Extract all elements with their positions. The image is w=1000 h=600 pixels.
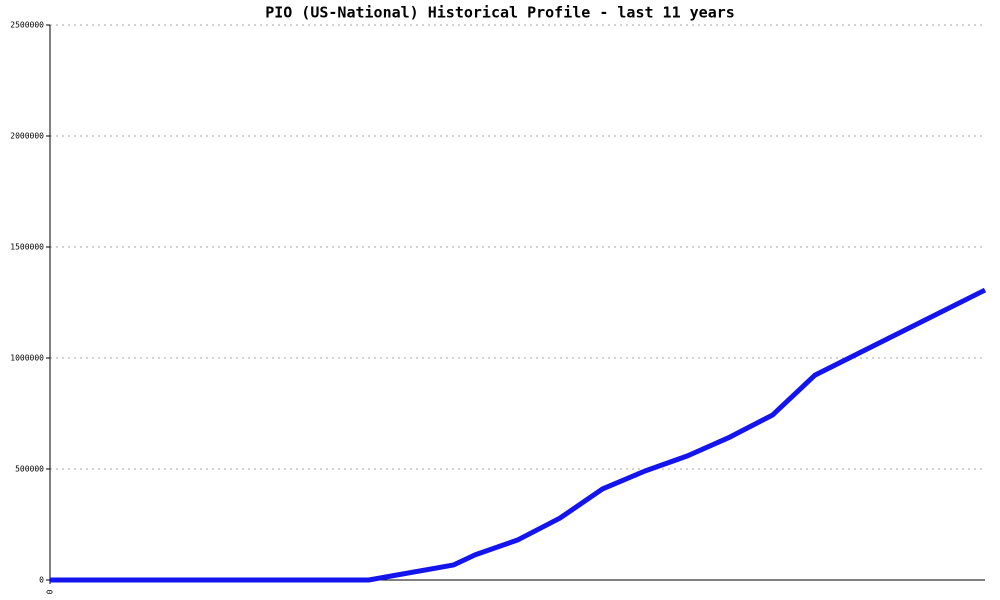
y-tick-label: 500000 xyxy=(15,465,44,474)
x-tick-label: 0 xyxy=(46,589,55,594)
y-tick-label: 1000000 xyxy=(10,354,44,363)
y-tick-label: 0 xyxy=(39,576,44,585)
y-tick-label: 2500000 xyxy=(10,21,44,30)
y-tick-label: 2000000 xyxy=(10,132,44,141)
data-line xyxy=(50,287,987,583)
chart-title: PIO (US-National) Historical Profile - l… xyxy=(265,4,735,22)
y-tick-label: 1500000 xyxy=(10,243,44,252)
